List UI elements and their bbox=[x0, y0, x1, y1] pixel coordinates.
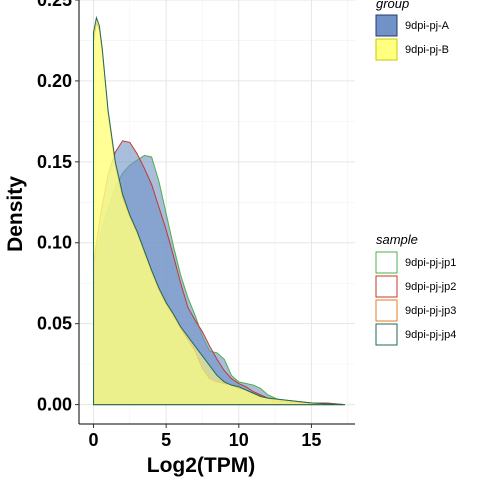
legend-key-9dpi-pj-jp4 bbox=[375, 323, 398, 346]
density-areas bbox=[93, 15, 345, 406]
legend-sample: sample 9dpi-pj-jp1 9dpi-pj-jp2 9dpi-pj-j… bbox=[375, 232, 456, 346]
legend-label-9dpi-pj-jp2: 9dpi-pj-jp2 bbox=[405, 281, 456, 293]
y-tick-label: 0.20 bbox=[37, 71, 72, 91]
legend-key-9dpi-pj-A bbox=[375, 14, 398, 37]
x-tick-label: 5 bbox=[161, 430, 171, 450]
legend-group: group 9dpi-pj-A 9dpi-pj-B bbox=[375, 0, 450, 61]
density-area-9dpi-pj-jp4 bbox=[93, 15, 345, 406]
x-tick-label: 0 bbox=[89, 430, 99, 450]
legend-key-9dpi-pj-jp1 bbox=[375, 251, 398, 274]
x-axis-ticks: 0 5 10 15 bbox=[89, 424, 321, 450]
y-tick-label: 0.05 bbox=[37, 314, 72, 334]
legend-key-9dpi-pj-jp3 bbox=[375, 299, 398, 322]
x-axis-title: Log2(TPM) bbox=[147, 454, 255, 477]
legend-key-9dpi-pj-jp2 bbox=[375, 275, 398, 298]
y-tick-label: 0.00 bbox=[37, 395, 72, 415]
y-tick-label: 0.15 bbox=[37, 152, 72, 172]
legend-key-9dpi-pj-B bbox=[375, 38, 398, 61]
legend-label-9dpi-pj-A: 9dpi-pj-A bbox=[405, 20, 450, 32]
x-tick-label: 15 bbox=[301, 430, 321, 450]
y-axis-title: Density bbox=[4, 176, 27, 252]
axes bbox=[78, 0, 355, 425]
y-tick-label: 0.10 bbox=[37, 233, 72, 253]
x-tick-label: 10 bbox=[229, 430, 249, 450]
legend-sample-title: sample bbox=[376, 232, 418, 247]
legend-label-9dpi-pj-jp1: 9dpi-pj-jp1 bbox=[405, 257, 456, 269]
y-axis-ticks: 0.00 0.05 0.10 0.15 0.20 0.25 bbox=[37, 0, 79, 415]
y-tick-label: 0.25 bbox=[37, 0, 72, 10]
legend-label-9dpi-pj-B: 9dpi-pj-B bbox=[405, 44, 449, 56]
legend-label-9dpi-pj-jp4: 9dpi-pj-jp4 bbox=[405, 329, 456, 341]
legend-group-title: group bbox=[376, 0, 409, 11]
legend-label-9dpi-pj-jp3: 9dpi-pj-jp3 bbox=[405, 305, 456, 317]
